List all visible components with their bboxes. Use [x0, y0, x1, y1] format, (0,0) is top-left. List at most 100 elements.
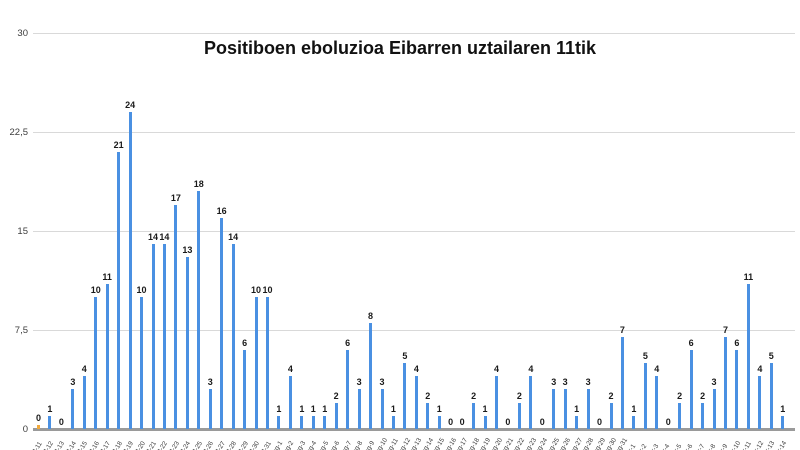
bar-value-label: 7 [619, 325, 625, 335]
bar-value-label: 3 [70, 377, 76, 387]
bar [632, 416, 636, 429]
gridline [33, 132, 795, 133]
bar [140, 297, 144, 429]
bar-value-label: 4 [493, 364, 499, 374]
bar-value-label: 5 [402, 351, 408, 361]
bar-value-label: 4 [654, 364, 660, 374]
bar-value-label: 2 [471, 391, 477, 401]
bar [689, 350, 693, 429]
bar-value-label: 10 [136, 285, 147, 295]
bar [266, 297, 269, 429]
bar [94, 297, 98, 429]
bar [300, 416, 304, 429]
bar-value-label: 0 [448, 417, 454, 427]
bar [552, 389, 556, 429]
bar [48, 416, 52, 429]
bar-value-label: 6 [734, 338, 740, 348]
bar-value-label: 0 [597, 417, 603, 427]
bar-value-label: 11 [743, 272, 754, 282]
bar [71, 389, 75, 429]
y-axis-tick-label: 22,5 [9, 127, 29, 138]
bar [712, 389, 716, 429]
bar [495, 376, 498, 429]
bar-value-label: 2 [700, 391, 706, 401]
bar [769, 363, 773, 429]
bar [403, 363, 407, 429]
bar-value-label: 0 [35, 413, 41, 423]
bar [563, 389, 567, 429]
x-axis-line [33, 428, 795, 431]
bar [82, 376, 86, 429]
bar-value-label: 3 [585, 377, 591, 387]
bar-value-label: 3 [711, 377, 717, 387]
bar [437, 416, 441, 429]
bar-value-label: 4 [528, 364, 534, 374]
bar [735, 350, 739, 429]
bar-value-label: 1 [47, 404, 53, 414]
bar-value-label: 0 [539, 417, 545, 427]
bar [117, 152, 121, 429]
bar [701, 403, 705, 429]
bar-value-label: 10 [251, 285, 262, 295]
bar-value-label: 16 [216, 206, 227, 216]
bar-value-label: 1 [482, 404, 488, 414]
bar [369, 323, 373, 429]
bar [758, 376, 762, 429]
bar-value-label: 1 [276, 404, 282, 414]
bar [288, 376, 292, 429]
bar [483, 416, 487, 429]
bar [426, 403, 430, 429]
bar [746, 284, 750, 429]
bar-value-label: 0 [665, 417, 671, 427]
bar-value-label: 14 [159, 232, 170, 242]
bar-value-label: 13 [182, 245, 193, 255]
bar-value-label: 1 [390, 404, 396, 414]
bar [529, 376, 533, 429]
bar [609, 403, 613, 429]
y-axis-tick-label: 7,5 [14, 325, 28, 336]
bar-value-label: 3 [356, 377, 362, 387]
bar-value-label: 4 [757, 364, 763, 374]
bar-value-label: 6 [345, 338, 351, 348]
chart-title: Positiboen eboluzioa Eibarren uztailaren… [203, 38, 597, 58]
bar-value-label: 1 [574, 404, 580, 414]
bar-value-label: 4 [287, 364, 293, 374]
bar [311, 416, 315, 429]
bar-value-label: 2 [333, 391, 339, 401]
bar [346, 350, 350, 429]
bar [655, 376, 659, 429]
bar [472, 403, 476, 429]
y-axis-tick-label: 15 [17, 226, 28, 237]
bar [277, 416, 281, 429]
bar-value-label: 14 [147, 232, 158, 242]
bar-value-label: 10 [262, 285, 273, 295]
bar-value-label: 5 [768, 351, 774, 361]
bar-value-label: 5 [642, 351, 648, 361]
bar-value-label: 2 [608, 391, 614, 401]
bar [220, 218, 224, 429]
bar [678, 403, 682, 429]
bar [162, 244, 166, 429]
bar-value-label: 11 [102, 272, 112, 282]
bar [128, 112, 132, 429]
bar-value-label: 8 [368, 311, 374, 321]
y-axis-tick-label: 0 [22, 424, 28, 435]
bar [197, 191, 201, 429]
bar-value-label: 7 [722, 325, 728, 335]
bar [37, 425, 40, 429]
bar [243, 350, 247, 429]
bar-value-label: 6 [242, 338, 248, 348]
bar-value-label: 21 [113, 140, 124, 150]
bar [174, 205, 178, 429]
bar-value-label: 10 [90, 285, 101, 295]
bar-value-label: 2 [425, 391, 431, 401]
gridline [33, 330, 795, 331]
bar-value-label: 3 [551, 377, 557, 387]
bar [586, 389, 590, 429]
bar-value-label: 6 [688, 338, 694, 348]
bar-value-label: 24 [125, 100, 136, 110]
bar [620, 337, 624, 429]
bar [208, 389, 212, 429]
bar [185, 257, 189, 429]
bar [105, 284, 109, 429]
